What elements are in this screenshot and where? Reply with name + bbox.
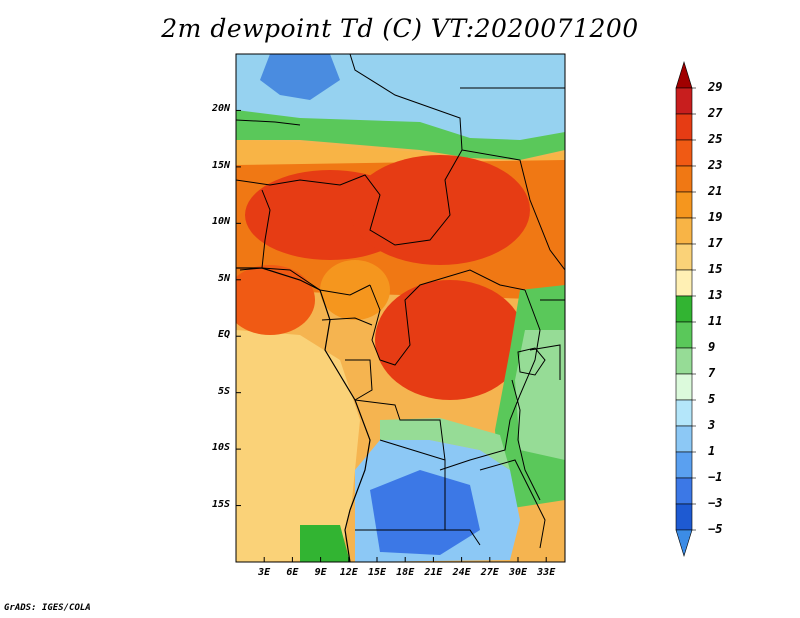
colorbar-segment	[675, 295, 693, 323]
lat-tick-label: 5S	[217, 385, 230, 397]
colorbar-level-label: 5	[708, 392, 716, 406]
sahara-green-band	[236, 110, 565, 160]
lon-tick-label: 12E	[339, 567, 358, 578]
lon-tick-label: 18E	[396, 567, 415, 578]
colorbar-segment	[675, 503, 693, 531]
country-borders	[236, 54, 565, 549]
colorbar-level-label: 19	[708, 210, 723, 224]
lake-victoria	[517, 347, 546, 376]
colorbar-level-label: −1	[708, 470, 723, 484]
colorbar-segment	[675, 269, 693, 297]
colorbar-level-label: 21	[708, 184, 723, 198]
colorbar-segment	[675, 451, 693, 479]
colorbar-level-label: 1	[708, 444, 716, 458]
lat-tick-label: EQ	[217, 329, 230, 341]
colorbar-segment	[675, 399, 693, 427]
colorbar-segment	[675, 60, 693, 89]
colorbar-segment	[675, 165, 693, 193]
colorbar-level-label: 13	[708, 288, 723, 302]
chad-high-dewpoint	[350, 155, 530, 265]
colorbar-segment	[675, 347, 693, 375]
lat-tick-label: 5N	[217, 272, 230, 284]
lat-tick-label: 15S	[211, 498, 230, 510]
colorbar-level-label: 15	[708, 262, 723, 276]
lat-tick-label: 10S	[211, 442, 230, 454]
sahara-blue-core	[260, 54, 340, 100]
lon-tick-label: 21E	[424, 567, 443, 578]
southern-green-edge	[380, 418, 510, 470]
colorbar-level-label: 17	[708, 236, 723, 250]
colorbar-segment	[675, 529, 693, 558]
gulf-guinea-dewpoint	[236, 265, 315, 335]
colorbar-level-label: 25	[708, 132, 723, 146]
namibia-coast-green	[300, 525, 350, 562]
colorbar-segment	[675, 477, 693, 505]
lon-tick-label: 24E	[452, 567, 471, 578]
colorbar-level-label: −5	[708, 522, 723, 536]
lon-tick-label: 27E	[480, 567, 499, 578]
southwest-ocean	[236, 430, 345, 525]
lon-tick-label: 6E	[286, 567, 299, 578]
lat-tick-label: 10N	[211, 216, 230, 228]
footer-credit: GrADS: IGES/COLA	[4, 603, 91, 613]
lon-tick-label: 33E	[537, 567, 556, 578]
map-title: 2m dewpoint Td (C) VT:2020071200	[161, 14, 639, 43]
congo-high-dewpoint	[375, 280, 525, 400]
colorbar-level-label: 9	[708, 340, 716, 354]
colorbar-segment	[675, 243, 693, 271]
east-africa-lightgreen	[515, 330, 565, 460]
lon-tick-label: 15E	[367, 567, 387, 578]
colorbar-segment	[675, 217, 693, 245]
colorbar-segment	[675, 425, 693, 453]
colorbar-level-label: 27	[708, 106, 723, 120]
rift-lakes	[511, 379, 541, 501]
colorbar-level-label: 7	[708, 366, 716, 380]
map-frame	[235, 53, 566, 563]
southern-blue-core	[370, 470, 480, 555]
colorbar-segment	[675, 373, 693, 401]
colorbar-level-label: 3	[708, 418, 716, 432]
colorbar-segment	[675, 191, 693, 219]
colorbar-segment	[675, 139, 693, 167]
colorbar-level-label: 11	[708, 314, 723, 328]
lat-tick-label: 20N	[211, 103, 230, 115]
colorbar-segment	[675, 113, 693, 141]
coastline	[236, 267, 371, 563]
lon-tick-label: 3E	[258, 567, 271, 578]
lat-tick-label: 15N	[211, 159, 230, 171]
colorbar-level-label: −3	[708, 496, 723, 510]
axis-ticks	[236, 109, 547, 562]
colorbar-level-label: 29	[708, 80, 723, 94]
colorbar-level-label: 23	[708, 158, 723, 172]
colorbar	[675, 60, 696, 558]
cameroon-orange	[320, 260, 390, 320]
colorbar-segment	[675, 321, 693, 349]
colorbar-segment	[675, 87, 693, 115]
lon-tick-label: 30E	[508, 567, 528, 578]
lon-tick-label: 9E	[314, 567, 327, 578]
